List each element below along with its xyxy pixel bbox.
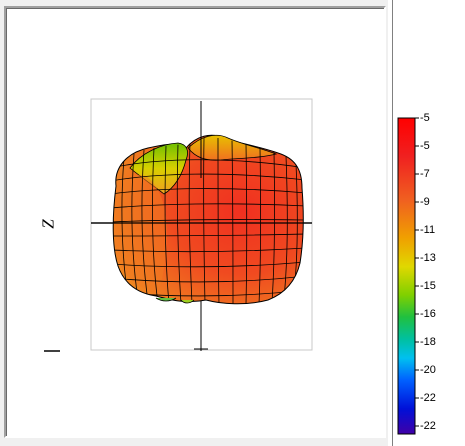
colorbar-label: -5 <box>420 112 430 124</box>
colorbar-label: -18 <box>420 336 436 348</box>
colorbar-label: -9 <box>420 196 430 208</box>
colorbar-label: -22 <box>420 392 436 404</box>
colorbar <box>397 117 419 435</box>
axis-label-z: Z <box>38 219 58 229</box>
panel-divider[interactable] <box>392 0 393 446</box>
3d-plot-viewport[interactable]: Z <box>4 6 386 438</box>
colorbar-panel: -5 -5 -7 -9 -11 -13 -15 -16 -18 -20 -22 … <box>388 0 465 446</box>
3d-surface-plot[interactable] <box>6 8 384 436</box>
colorbar-label: -15 <box>420 280 436 292</box>
surface-mesh <box>112 134 304 305</box>
colorbar-label: -11 <box>420 224 436 236</box>
colorbar-gradient <box>397 117 416 435</box>
colorbar-label: -5 <box>420 140 430 152</box>
colorbar-label: -13 <box>420 252 436 264</box>
colorbar-label: -20 <box>420 364 436 376</box>
colorbar-label: -7 <box>420 168 430 180</box>
colorbar-label: -16 <box>420 308 436 320</box>
colorbar-label: -22 <box>420 420 436 432</box>
